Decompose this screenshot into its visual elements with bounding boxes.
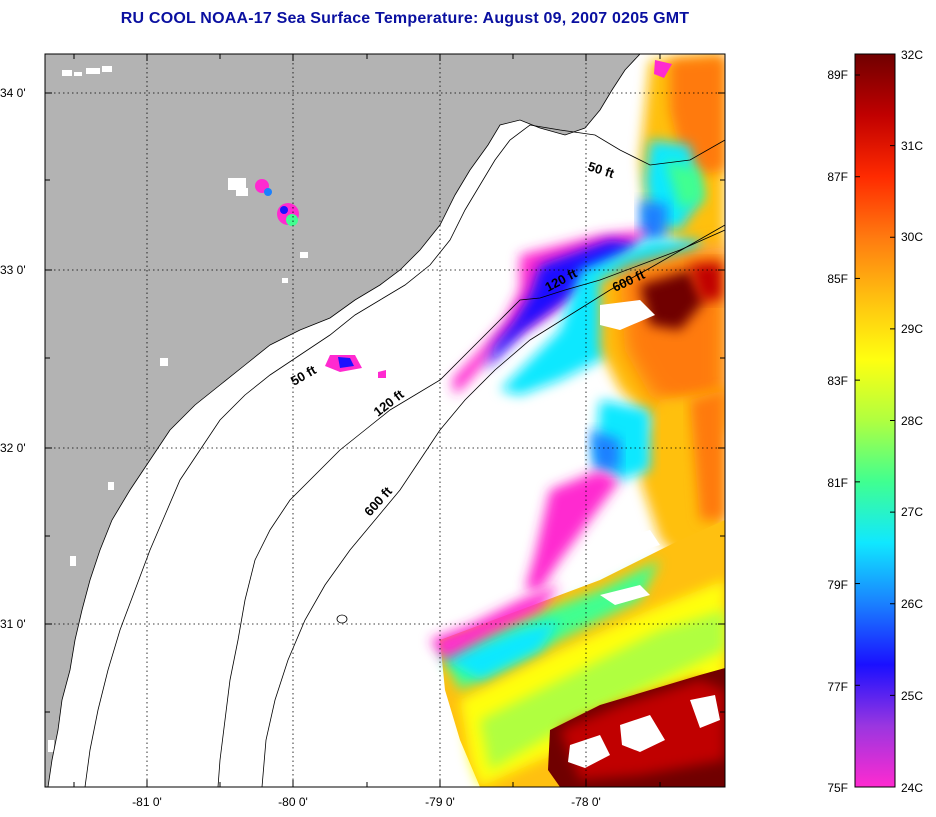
sst-south-swath — [430, 520, 725, 787]
isobath-120ft — [217, 229, 725, 787]
lat-label-32: 32 0' — [0, 441, 26, 455]
isobath-600ft — [261, 224, 725, 787]
latitude-labels: 34 0' 33 0' 32 0' 31 0' — [0, 86, 26, 631]
isobath-50ft — [84, 124, 725, 787]
map-title: RU COOL NOAA-17 Sea Surface Temperature:… — [120, 10, 690, 27]
sst-north-swath — [640, 54, 725, 250]
lon-label-80: -80 0' — [278, 795, 308, 809]
land-cloud-mask — [48, 66, 308, 752]
inland-sst-patch — [255, 179, 299, 226]
lon-label-81: -81 0' — [132, 795, 162, 809]
sst-east-strip — [525, 390, 725, 590]
lon-label-78: -78 0' — [571, 795, 601, 809]
coastline — [47, 54, 641, 787]
longitude-labels: -81 0' -80 0' -79 0' -78 0' — [132, 795, 601, 809]
land-area — [45, 54, 640, 787]
lat-label-31: 31 0' — [0, 617, 26, 631]
sst-central-plume — [325, 230, 725, 440]
seamount-contour — [336, 614, 348, 624]
lon-label-79: -79 0' — [425, 795, 455, 809]
lat-label-34: 34 0' — [0, 86, 26, 100]
lat-label-33: 33 0' — [0, 263, 26, 277]
map-frame — [44, 53, 726, 788]
axis-ticks — [45, 54, 725, 787]
graticule — [45, 54, 725, 787]
